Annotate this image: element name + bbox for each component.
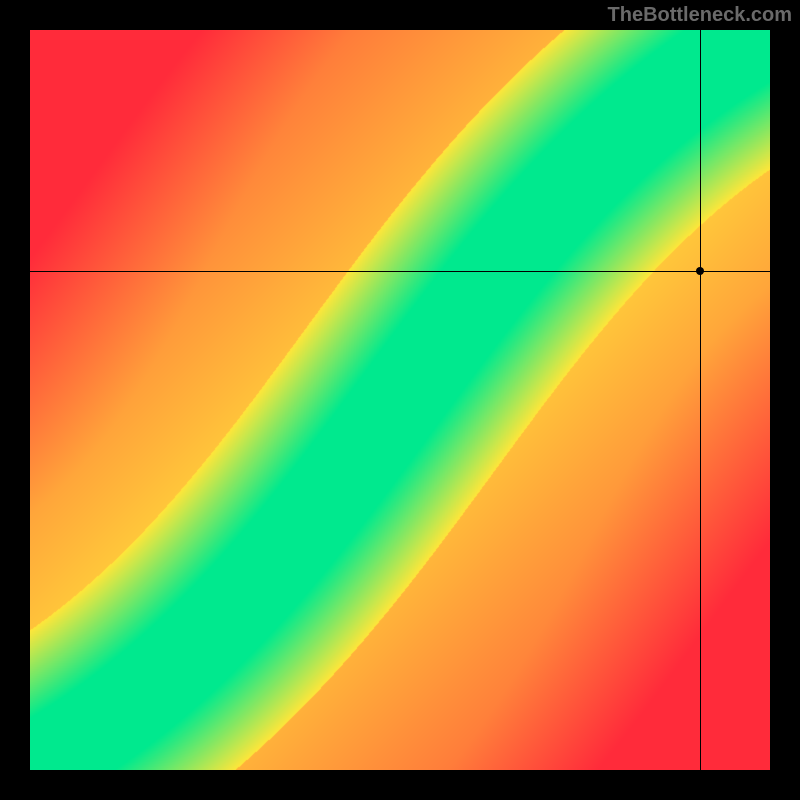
watermark-text: TheBottleneck.com <box>608 4 792 27</box>
crosshair-marker-dot <box>696 267 704 275</box>
crosshair-vertical-line <box>700 30 701 770</box>
crosshair-horizontal-line <box>30 271 770 272</box>
heatmap-canvas <box>30 30 770 770</box>
heatmap-chart <box>30 30 770 770</box>
